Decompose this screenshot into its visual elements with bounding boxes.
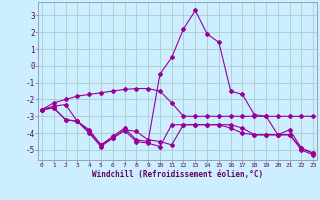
X-axis label: Windchill (Refroidissement éolien,°C): Windchill (Refroidissement éolien,°C) <box>92 170 263 179</box>
